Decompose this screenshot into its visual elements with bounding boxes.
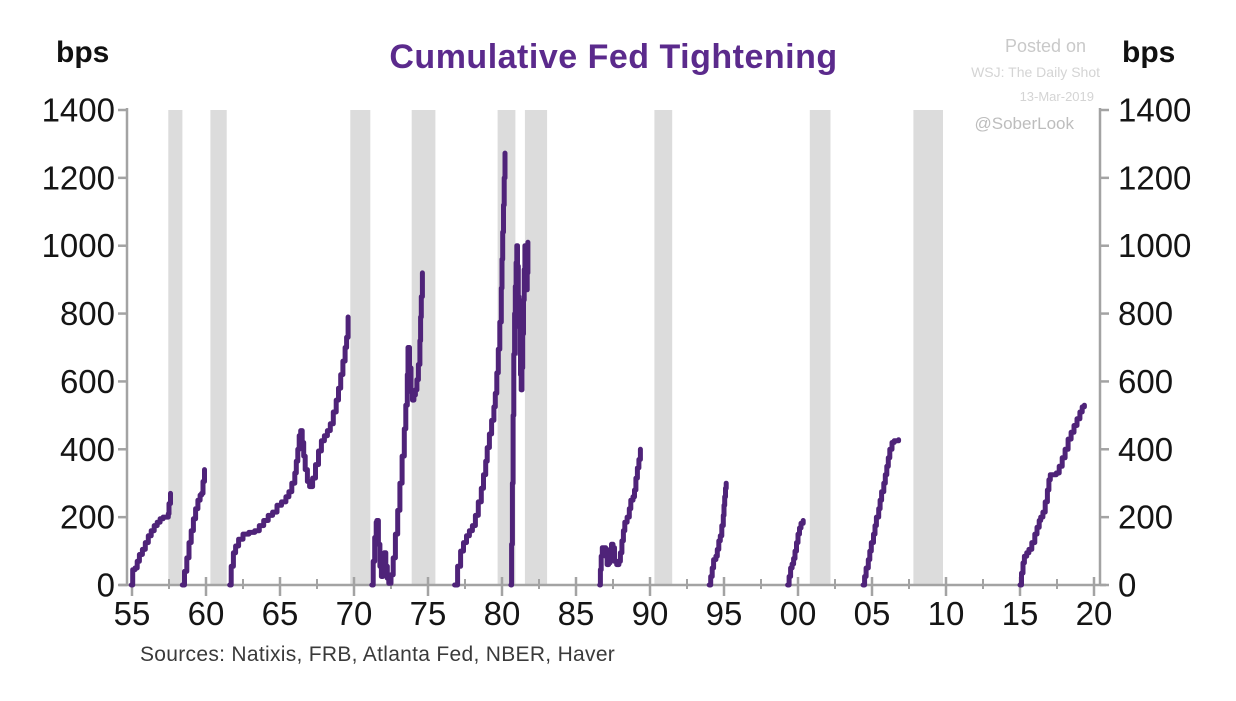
watermark-outlet: WSJ: The Daily Shot (971, 64, 1100, 80)
tightening-cycle-line (179, 467, 207, 588)
x-axis-label: 60 (188, 595, 225, 632)
x-axis-label: 85 (558, 595, 595, 632)
y-axis-label-left: 0 (97, 567, 115, 604)
y-axis-label-right: 1000 (1118, 227, 1191, 264)
recession-band (210, 110, 227, 585)
recession-band (411, 110, 436, 585)
x-axis-label: 15 (1002, 595, 1039, 632)
y-axis-label-left: 1400 (42, 92, 115, 129)
sources-note: Sources: Natixis, FRB, Atlanta Fed, NBER… (140, 643, 616, 666)
y-axis-label-left: 800 (60, 295, 115, 332)
x-axis-label: 20 (1076, 595, 1113, 632)
y-axis-label-right: 200 (1118, 499, 1173, 536)
tightening-cycle-line (452, 150, 508, 588)
x-axis-label: 75 (410, 595, 447, 632)
recession-band (524, 110, 548, 585)
watermark-date: 13-Mar-2019 (1019, 89, 1094, 104)
x-axis-label: 65 (262, 595, 299, 632)
x-axis-label: 80 (484, 595, 521, 632)
y-axis-label-left: 200 (60, 499, 115, 536)
y-axis-label-right: 800 (1118, 295, 1173, 332)
tightening-cycle-line (597, 446, 643, 588)
x-axis-label: 70 (336, 595, 373, 632)
y-axis-label-right: 600 (1118, 363, 1173, 400)
chart-title: Cumulative Fed Tightening (389, 38, 838, 76)
recession-band (913, 110, 943, 585)
y-axis-label-right: 400 (1118, 431, 1173, 468)
x-axis-label: 55 (114, 595, 151, 632)
y-axis-label-right: 0 (1118, 567, 1136, 604)
x-axis-label: 10 (928, 595, 965, 632)
watermark-posted-on: Posted on (1004, 36, 1086, 56)
left-axis-unit-label: bps (56, 36, 110, 69)
tightening-cycle-line (227, 314, 351, 588)
x-axis-label: 05 (854, 595, 891, 632)
watermark-handle: @SoberLook (974, 114, 1075, 133)
tightening-cycle-line (706, 480, 729, 588)
x-axis-label: 95 (706, 595, 743, 632)
y-axis-label-left: 1000 (42, 227, 115, 264)
tightening-cycle-line (508, 239, 531, 588)
y-axis-label-left: 1200 (42, 159, 115, 196)
watermark-block: Posted on WSJ: The Daily Shot 13-Mar-201… (971, 36, 1100, 134)
tightening-cycle-line (369, 270, 425, 588)
x-axis-label: 00 (780, 595, 817, 632)
recession-band (168, 110, 183, 585)
tightening-cycle-line (785, 518, 806, 588)
tightening-cycle-line (860, 437, 902, 588)
tightening-cycle-line (1017, 402, 1087, 588)
tightening-cycle-line (128, 490, 173, 588)
right-axis-unit-label: bps (1122, 36, 1176, 69)
y-axis-label-left: 600 (60, 363, 115, 400)
y-axis-label-right: 1400 (1118, 92, 1191, 129)
recession-band (350, 110, 371, 585)
x-axis-label: 90 (632, 595, 669, 632)
recession-band (654, 110, 673, 585)
y-axis-label-right: 1200 (1118, 159, 1191, 196)
recession-band (809, 110, 831, 585)
y-axis-label-left: 400 (60, 431, 115, 468)
